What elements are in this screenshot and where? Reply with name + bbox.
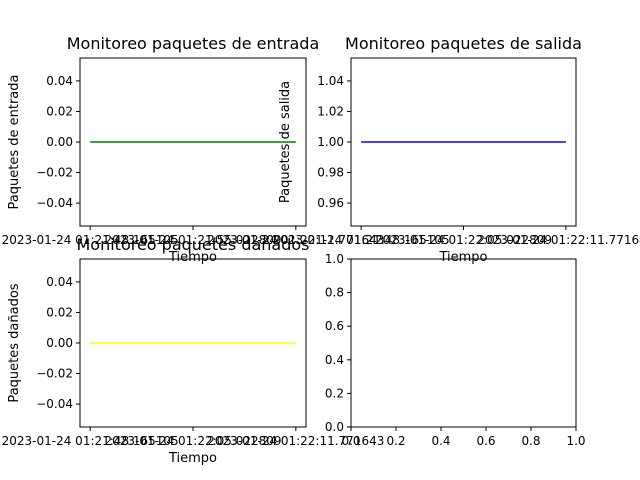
y-tick-label: 0.02 [46, 305, 73, 319]
y-tick-label: 0.96 [317, 196, 344, 210]
y-tick-label: 0.4 [325, 353, 344, 367]
x-tick-label: 2023-01-24 01:21:55.022809 [104, 233, 281, 247]
y-tick-label: −0.04 [36, 196, 73, 210]
y-tick-label: 0.2 [325, 386, 344, 400]
x-tick-label: 0.8 [521, 434, 540, 448]
x-axis-label: Tiempo [168, 451, 217, 466]
subplot-1 [76, 57, 307, 230]
y-tick-label: 0.98 [317, 166, 344, 180]
x-axis-label: Tiempo [438, 250, 487, 265]
subplot-2 [347, 57, 577, 230]
y-tick-label: 0.00 [46, 336, 73, 350]
x-tick-label: 2023-01-24 01:22:05.022809 [375, 233, 552, 247]
y-tick-label: 0.00 [46, 135, 73, 149]
subplot-3 [76, 258, 307, 431]
y-tick-label: 0.6 [325, 319, 344, 333]
x-tick-label: 0.0 [341, 434, 360, 448]
y-tick-label: −0.02 [36, 367, 73, 381]
x-tick-label: 0.6 [476, 434, 495, 448]
y-tick-label: −0.04 [36, 397, 73, 411]
y-tick-label: 0.04 [46, 74, 73, 88]
x-tick-label: 2023-01-24 01:21:48.165105 [2, 434, 179, 448]
y-tick-label: 1.02 [317, 104, 344, 118]
x-tick-label: 0.4 [431, 434, 450, 448]
y-tick-label: 1.0 [325, 252, 344, 266]
y-tick-label: 0.02 [46, 104, 73, 118]
chart-title: Monitoreo paquetes de entrada [67, 34, 320, 53]
x-tick-label: 1.0 [566, 434, 585, 448]
x-tick-label: 2023-01-24 01:22:11.771643 [207, 434, 384, 448]
x-tick-label: 2023-01-24 01:22:05.022809 [104, 434, 281, 448]
y-tick-label: 1.00 [317, 135, 344, 149]
x-tick-label: 2023-01-24 01:22:11.771643 [477, 233, 640, 247]
x-axis-label: Tiempo [168, 250, 217, 265]
y-tick-label: 1.04 [317, 74, 344, 88]
y-tick-label: 0.0 [325, 420, 344, 434]
y-axis-label: Paquetes de entrada [7, 75, 22, 210]
y-tick-label: 0.04 [46, 275, 73, 289]
x-tick-label: 0.2 [386, 434, 405, 448]
x-tick-label: 2023-01-24 01:21:48.165105 [2, 233, 179, 247]
y-axis-label: Paquetes dañados [7, 283, 22, 402]
chart-title: Monitoreo paquetes de salida [345, 34, 582, 53]
y-axis-label: Paquetes de salida [278, 81, 293, 203]
y-tick-label: −0.02 [36, 166, 73, 180]
chart-title: Monitoreo paquetes dañados [76, 235, 309, 254]
subplot-4 [347, 258, 577, 431]
y-tick-label: 0.8 [325, 286, 344, 300]
x-tick-label: 2023-01-24 01:22:11.771643 [207, 233, 384, 247]
x-tick-label: 2023-01-24 01:21:48.165105 [273, 233, 450, 247]
axes-frame [350, 258, 577, 428]
